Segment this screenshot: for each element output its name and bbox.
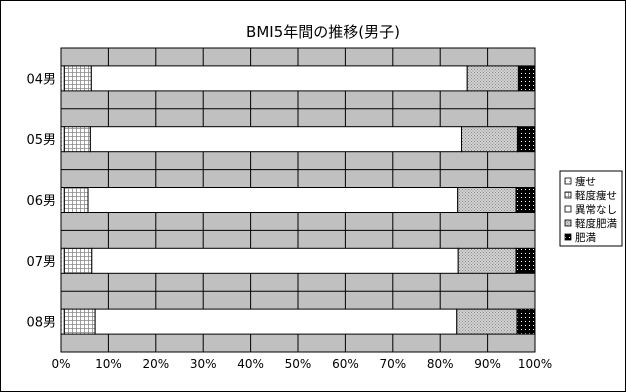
x-tick-label: 60% [332,357,359,371]
x-tick-label: 90% [474,357,501,371]
x-tick-labels: 0% 10% 20% 30% 40% 50% 60% 70% 80% 90% 100% [51,357,552,371]
x-tick-label: 100% [518,357,552,371]
bar-segment-3-05男 [89,126,463,153]
legend-swatch [564,177,572,185]
bar-segment-5-04男 [517,65,536,92]
bars [60,65,536,335]
bar-segment-2-08男 [63,308,96,335]
bar-segment-5-07男 [515,247,536,274]
legend-swatch [564,233,572,241]
category-label: 04男 [26,72,56,87]
category-label: 05男 [26,133,56,148]
bar-segment-2-04男 [63,65,92,92]
x-tick-label: 20% [142,357,169,371]
chart-title: BMI5年間の推移(男子) [246,23,400,41]
legend-label: 軽度肥満 [575,217,617,230]
category-label: 06男 [26,194,56,209]
legend-swatch [564,205,572,213]
legend-swatch [564,191,572,199]
legend-swatch [564,219,572,227]
bar-segment-2-05男 [63,126,91,153]
category-labels: 04男 05男 06男 07男 08男 [26,72,56,330]
category-label: 07男 [26,255,56,270]
bar-segment-3-08男 [94,308,458,335]
bar-segment-5-05男 [516,126,536,153]
bar-segment-5-06男 [515,187,536,213]
category-label: 08男 [26,316,56,331]
x-tick-label: 70% [379,357,406,371]
bar-segment-4-07男 [457,247,517,274]
bar-segment-2-07男 [63,247,93,274]
x-tick-label: 80% [427,357,454,371]
x-tick-label: 50% [285,357,312,371]
legend-label: 異常なし [575,203,617,216]
x-tick-label: 0% [51,357,70,371]
x-tick-label: 40% [237,357,264,371]
bar-segment-4-05男 [461,126,518,153]
x-tick-label: 30% [190,357,217,371]
legend-label: 軽度痩せ [575,189,617,202]
bar-segment-4-06男 [457,187,517,213]
x-tick-label: 10% [95,357,122,371]
legend-label: 痩せ [575,175,596,188]
bar-segment-5-08男 [516,308,536,335]
legend-label: 肥満 [575,232,596,244]
bar-segment-3-06男 [87,187,459,213]
bar-segment-2-06男 [63,187,89,213]
bar-segment-4-04男 [466,65,519,92]
bar-segment-3-07男 [91,247,459,274]
bar-segment-4-08男 [456,308,518,335]
bar-segment-3-04男 [90,65,468,92]
